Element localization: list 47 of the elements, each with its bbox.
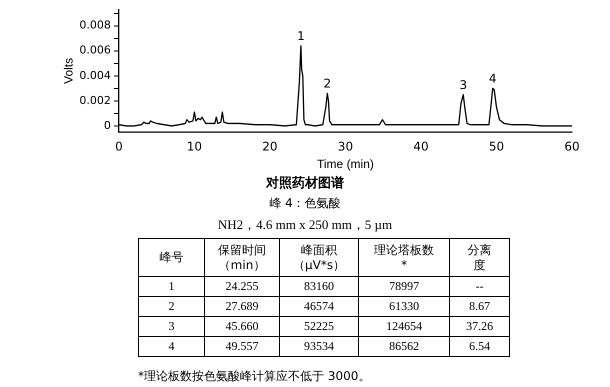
text: -- xyxy=(450,276,510,296)
text: 3 xyxy=(138,316,204,336)
text: 124654 xyxy=(358,316,450,336)
text: 2 xyxy=(138,296,204,316)
text: 分离度 xyxy=(450,238,510,276)
x-tick-label: 20 xyxy=(262,140,278,154)
text: 27.689 xyxy=(204,296,280,316)
text: 86562 xyxy=(358,336,450,356)
y-tick-label: 0.004 xyxy=(79,68,111,82)
y-tick-label: 0 xyxy=(104,118,111,132)
annotation: 1 xyxy=(297,29,305,44)
text: 保留时间（min） xyxy=(204,238,280,276)
annotation: 2 xyxy=(324,76,332,91)
text: 52225 xyxy=(280,316,359,336)
x-tick-label: 60 xyxy=(564,140,580,154)
text: 49.557 xyxy=(204,336,280,356)
x-tick-label: 10 xyxy=(186,140,202,154)
x-tick-label: 0 xyxy=(115,140,123,154)
y-tick-label: 0.006 xyxy=(79,44,111,57)
y-axis-title: Volts xyxy=(62,58,76,84)
text: 83160 xyxy=(280,276,359,296)
text: 对照药材图谱 xyxy=(264,174,345,192)
text: 峰 4：色氨酸 xyxy=(268,195,342,212)
text: 24.255 xyxy=(204,276,280,296)
annotation: 4 xyxy=(488,72,497,86)
y-tick-label: 0.002 xyxy=(79,94,111,107)
y-tick-label: 0.008 xyxy=(79,18,111,32)
text: 峰号 xyxy=(138,238,204,276)
x-tick-label: 30 xyxy=(338,140,354,154)
x-tick-label: 40 xyxy=(413,140,429,154)
text: NH2，4.6 mm x 250 mm，5 µm xyxy=(216,216,394,234)
annotation: 3 xyxy=(459,78,468,92)
text: 理论塔板数* xyxy=(358,238,450,276)
x-tick-label: 50 xyxy=(488,140,504,154)
text: 93534 xyxy=(280,336,359,356)
text: 37.26 xyxy=(450,316,510,336)
text: *理论板数按色氨酸峰计算应不低于 3000。 xyxy=(138,368,370,385)
text: 6.54 xyxy=(450,336,510,356)
text: 46574 xyxy=(280,296,359,316)
text: 61330 xyxy=(358,296,450,316)
text: 45.660 xyxy=(204,316,280,336)
text: 峰面积（µV*s） xyxy=(280,238,359,276)
text: 78997 xyxy=(358,276,450,296)
text: 4 xyxy=(138,336,204,356)
text: 1 xyxy=(138,276,204,296)
text: 8.67 xyxy=(450,296,510,316)
x-axis-title: Time (min) xyxy=(317,157,374,172)
